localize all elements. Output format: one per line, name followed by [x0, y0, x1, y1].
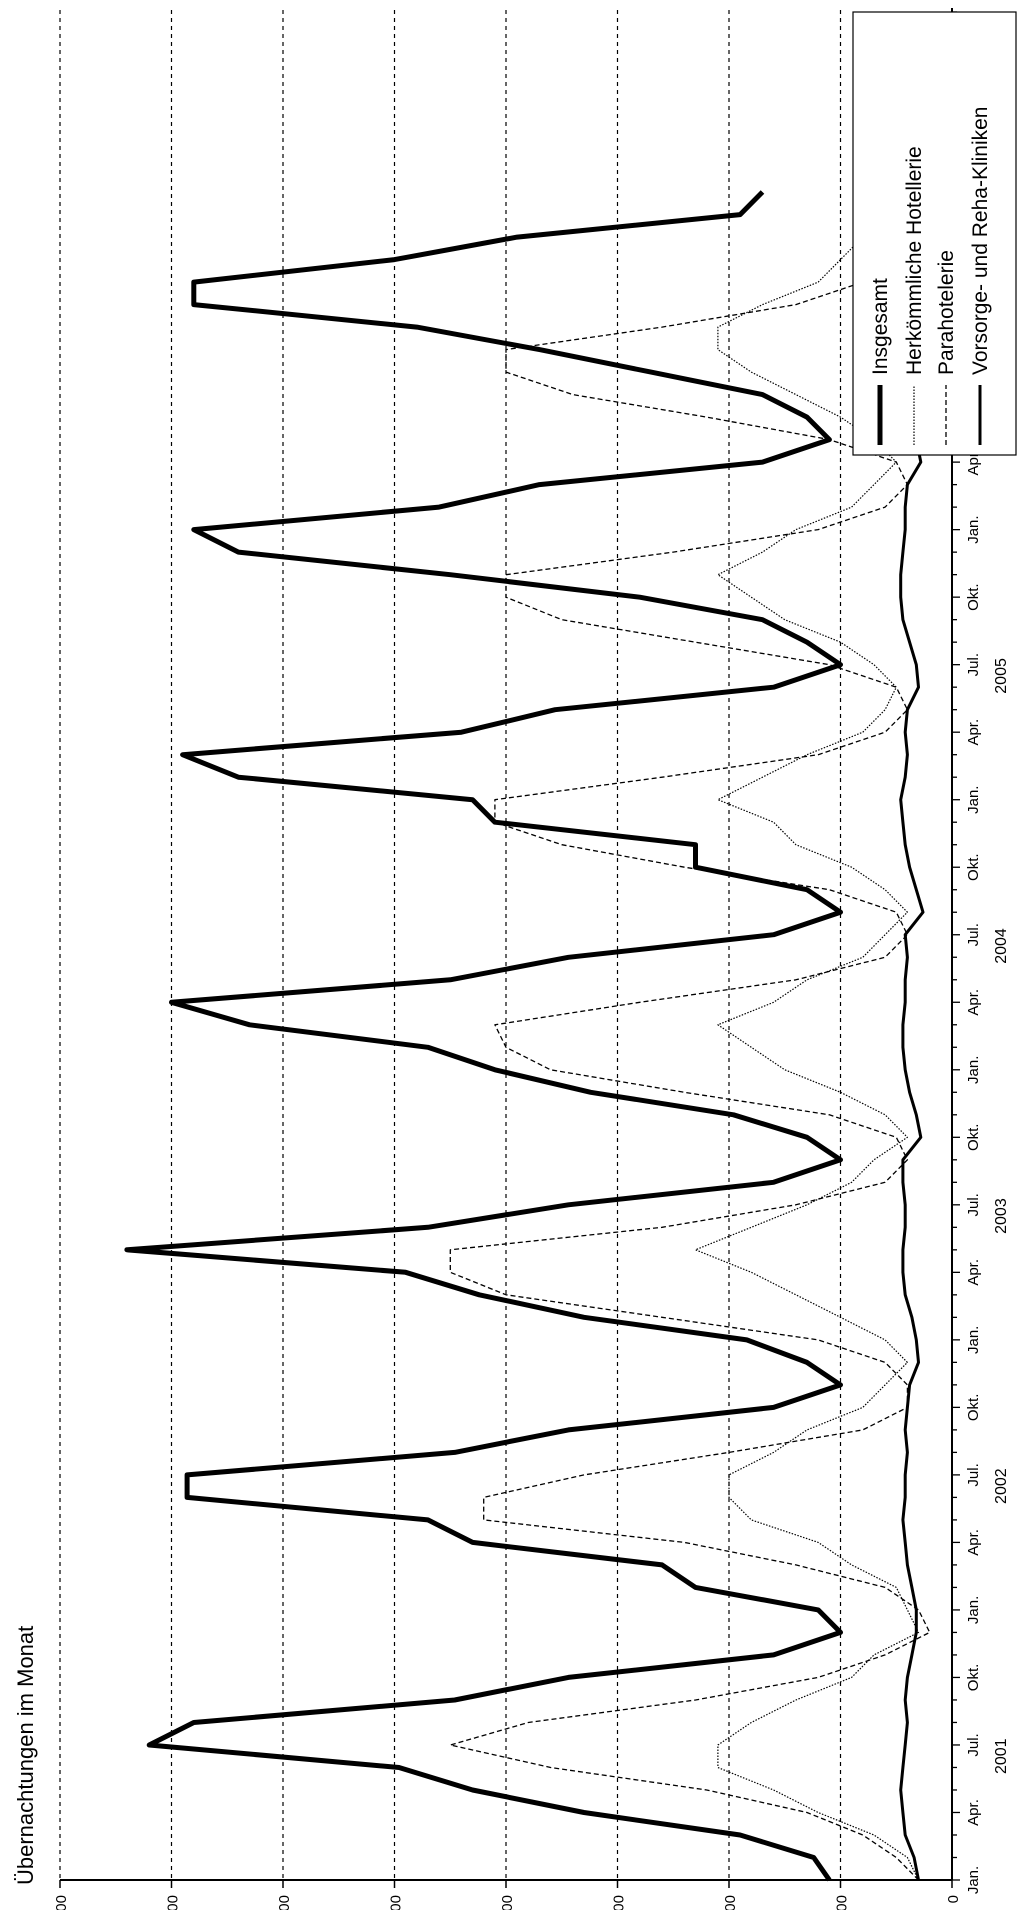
legend-label: Vorsorge- und Reha-Kliniken — [969, 107, 992, 376]
legend: Insgesamt Herkömmliche Hotellerie Parahote… — [852, 11, 1017, 456]
month-label: Apr. — [965, 719, 982, 746]
value-tick-label: 3 500 000 — [165, 1895, 182, 1910]
grid-layer — [59, 10, 842, 1880]
series-line-1 — [124, 190, 843, 1882]
value-tick-label: 4 000 000 — [53, 1895, 70, 1910]
month-label: Okt. — [965, 853, 982, 881]
series-line-4 — [897, 236, 925, 1881]
value-tick-label: 2 000 000 — [499, 1895, 516, 1910]
year-label: 2005 — [993, 658, 1010, 694]
year-label: 2004 — [993, 928, 1010, 964]
series-layer — [124, 190, 931, 1882]
value-tick-label: 2 500 000 — [388, 1895, 405, 1910]
series-line-3 — [449, 259, 931, 1881]
month-label: Apr. — [965, 1799, 982, 1826]
month-label: Okt. — [965, 1664, 982, 1692]
series-line-2 — [694, 236, 920, 1881]
month-label: Apr. — [965, 1259, 982, 1286]
month-label: Jul. — [965, 1463, 982, 1486]
year-label: 2002 — [993, 1468, 1010, 1504]
month-label: Apr. — [965, 1529, 982, 1556]
month-label: Jan. — [965, 515, 982, 543]
month-label: Okt. — [965, 1394, 982, 1422]
year-label: 2003 — [993, 1198, 1010, 1234]
month-label: Jan. — [965, 1326, 982, 1354]
month-label: Apr. — [965, 989, 982, 1016]
value-tick-label: 1 000 000 — [722, 1895, 739, 1910]
month-label: Okt. — [965, 1124, 982, 1152]
month-label: Jan. — [965, 786, 982, 814]
value-tick-label: 1 500 000 — [611, 1895, 628, 1910]
month-label: Jul. — [965, 1193, 982, 1216]
value-tick-label: 500 000 — [834, 1895, 851, 1910]
month-label: Jul. — [965, 923, 982, 946]
chart-title: Übernachtungen im Monat — [13, 1626, 38, 1885]
month-label: Jul. — [965, 1733, 982, 1756]
legend-label: Parahotelerie — [935, 250, 958, 375]
value-tick-label: 3 000 000 — [276, 1895, 293, 1910]
month-label: Jul. — [965, 653, 982, 676]
month-label: Jan. — [965, 1866, 982, 1894]
year-label: 2001 — [993, 1738, 1010, 1774]
legend-box — [852, 11, 1017, 456]
legend-label: Herkömmliche Hotellerie — [903, 146, 926, 375]
legend-label: Insgesamt — [869, 278, 892, 375]
month-label: Jan. — [965, 1596, 982, 1624]
month-label: Okt. — [965, 583, 982, 611]
value-tick-label: 0 — [945, 1895, 962, 1903]
month-label: Jan. — [965, 1056, 982, 1084]
